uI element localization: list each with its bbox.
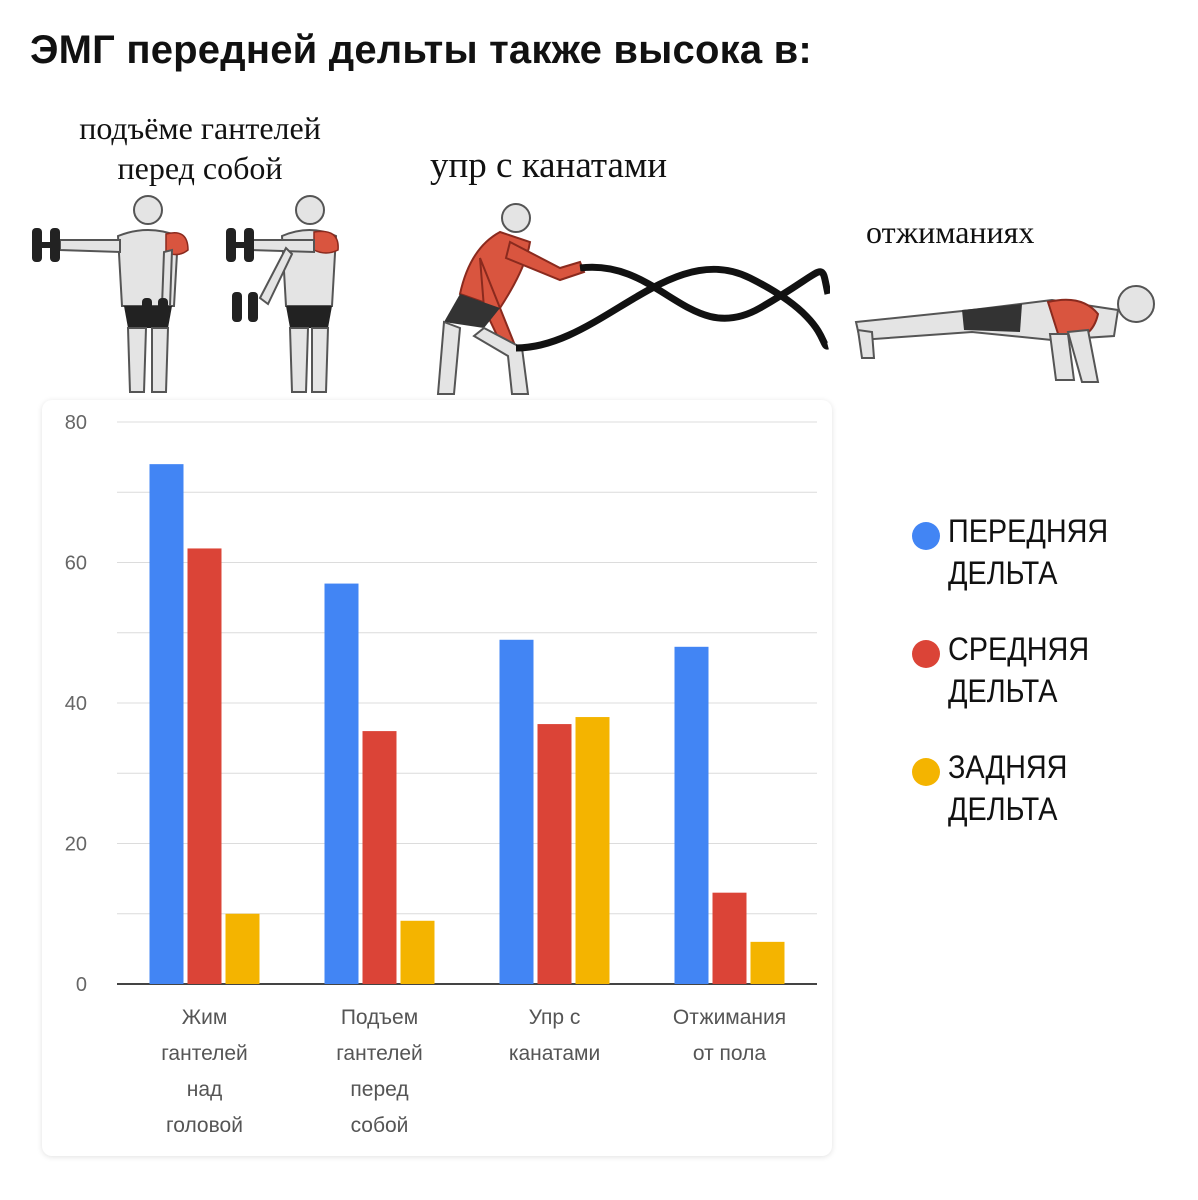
bar: [149, 464, 184, 984]
caption-battle-ropes: упр с канатами: [430, 145, 668, 186]
caption-front-raise-line-2: перед собой: [117, 150, 283, 186]
x-category-label: канатами: [509, 1042, 600, 1065]
x-category-label: Жим: [182, 1006, 228, 1029]
caption-front-raise-line-1: подъёме гантелей: [79, 110, 321, 146]
legend-label-middle-delt: СРЕДНЯЯ ДЕЛЬТА: [948, 631, 1090, 709]
x-category-label: от пола: [693, 1042, 767, 1065]
x-category-label: гантелей: [161, 1042, 248, 1065]
y-tick-label: 80: [65, 412, 87, 434]
anterior-deltoid-highlight: [313, 230, 339, 254]
emg-bar-chart: 0 20 40 60 80 Жим гантелей над головой Подъем гант…: [65, 412, 817, 1137]
x-category-label: над: [187, 1078, 223, 1101]
y-tick-label: 60: [65, 553, 87, 575]
rope-lower: [515, 265, 830, 352]
front-raise-illustration: [32, 195, 339, 393]
pushup-illustration: [854, 285, 1155, 383]
x-category-label: перед: [350, 1078, 408, 1101]
y-tick-label: 0: [76, 974, 87, 996]
bar: [537, 724, 572, 984]
bar: [362, 731, 397, 984]
bar: [575, 717, 610, 984]
x-category-label: Упр с: [529, 1006, 581, 1029]
bar: [674, 646, 709, 984]
front-raise-figure-left: [32, 195, 189, 393]
front-raise-figure-right: [226, 195, 339, 393]
caption-front-raise: подъёме гантелей перед собой: [20, 108, 380, 188]
battle-ropes-illustration: [436, 203, 830, 395]
bar: [324, 583, 359, 984]
caption-pushups: отжиманиях: [866, 214, 1035, 250]
legend-item-rear-delt: ЗАДНЯЯ ДЕЛЬТА: [912, 746, 1182, 830]
legend-item-middle-delt: СРЕДНЯЯ ДЕЛЬТА: [912, 628, 1182, 712]
bar: [499, 639, 534, 984]
y-tick-label: 20: [65, 834, 87, 856]
headline: ЭМГ передней дельты также высока в:: [30, 28, 812, 72]
legend-label-rear-delt: ЗАДНЯЯ ДЕЛЬТА: [948, 749, 1068, 827]
x-category-label: Подъем: [341, 1006, 418, 1029]
x-category-label: головой: [166, 1114, 243, 1137]
rope-upper: [579, 263, 830, 322]
bar: [225, 913, 260, 984]
y-tick-label: 40: [65, 693, 87, 715]
chart-card: 0 20 40 60 80 Жим гантелей над головой Подъем гант…: [42, 400, 832, 1156]
legend-label-front-delt: ПЕРЕДНЯЯ ДЕЛЬТА: [948, 513, 1109, 591]
x-category-label: собой: [351, 1114, 409, 1137]
bar: [750, 941, 785, 984]
legend-swatch-middle-delt: [912, 640, 940, 668]
chart-legend: ПЕРЕДНЯЯ ДЕЛЬТА СРЕДНЯЯ ДЕЛЬТА ЗАДНЯЯ ДЕ…: [912, 510, 1182, 864]
bar: [400, 920, 435, 984]
x-category-label: гантелей: [336, 1042, 423, 1065]
legend-item-front-delt: ПЕРЕДНЯЯ ДЕЛЬТА: [912, 510, 1182, 594]
bar: [712, 892, 747, 984]
bar: [187, 548, 222, 984]
legend-swatch-front-delt: [912, 522, 940, 550]
x-category-label: Отжимания: [673, 1006, 786, 1029]
legend-swatch-rear-delt: [912, 758, 940, 786]
